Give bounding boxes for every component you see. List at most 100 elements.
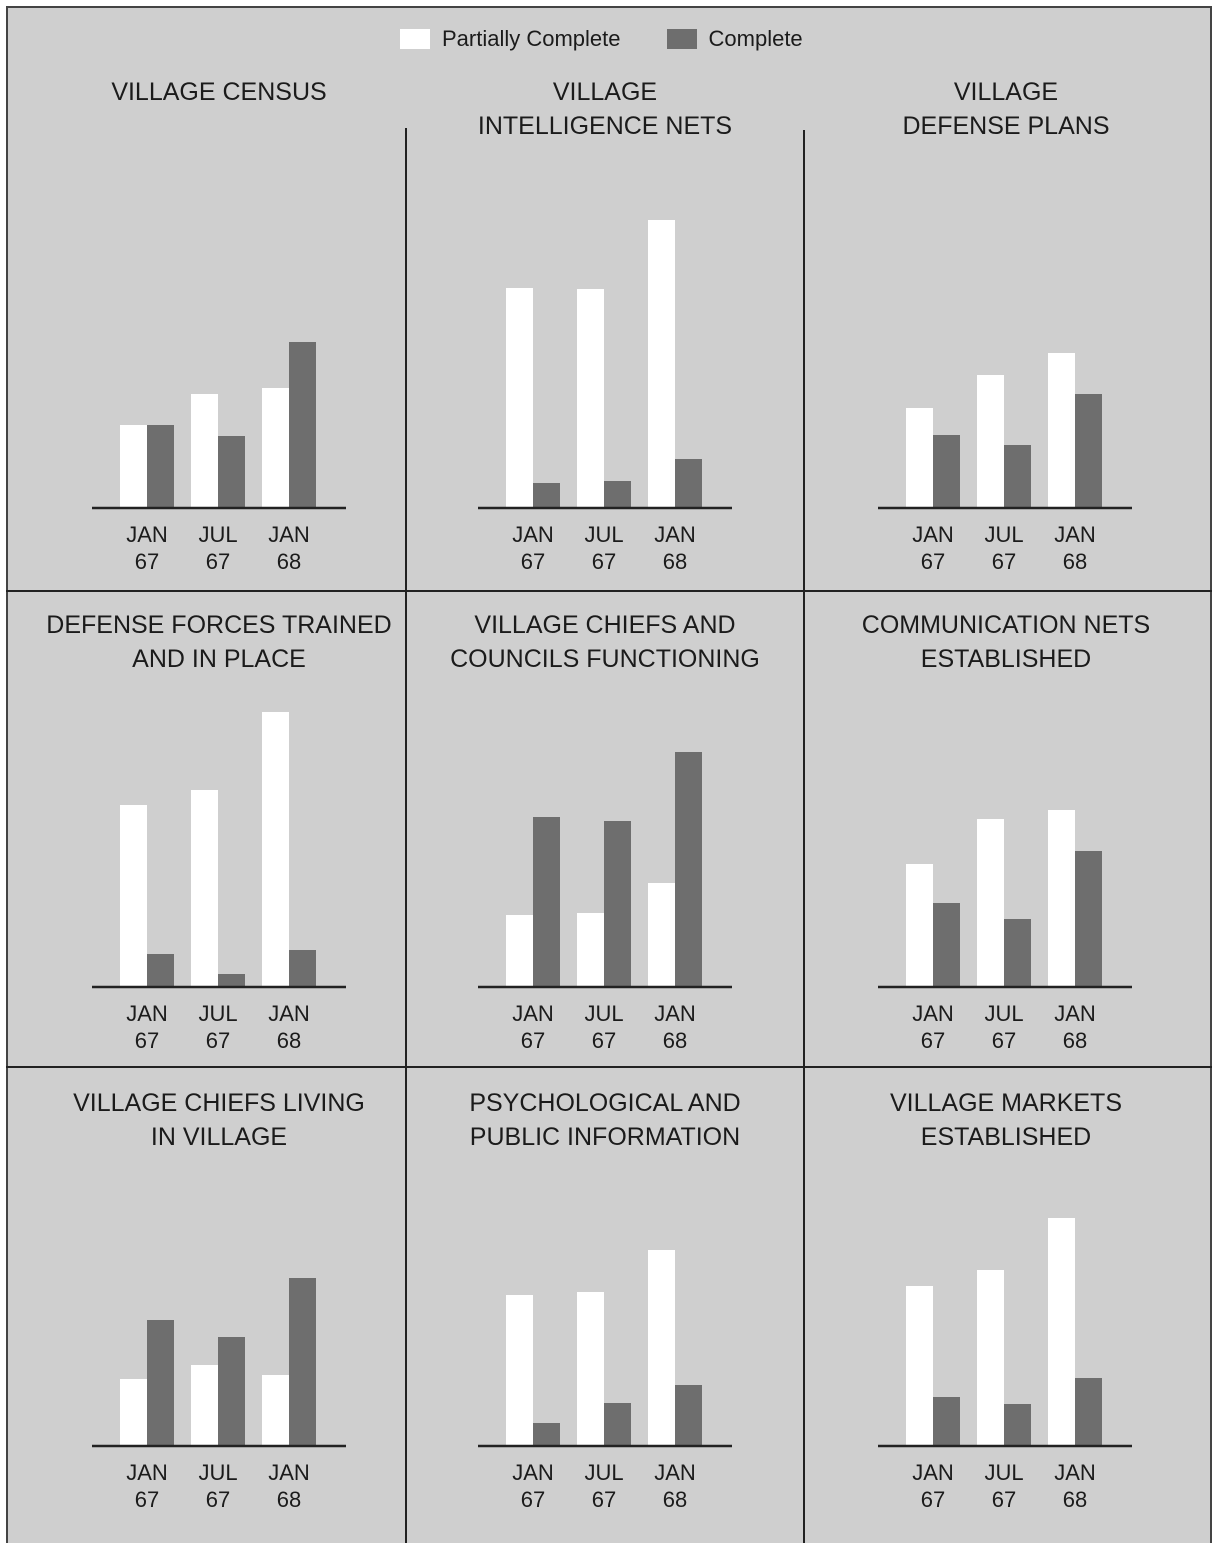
chart-9-bar-complete-3 — [1075, 1378, 1102, 1446]
chart-1-tick-label-3-1: JAN — [268, 522, 310, 547]
legend-item-partial: Partially Complete — [400, 26, 621, 52]
chart-1-bar-partial-3 — [262, 388, 289, 508]
chart-9-bar-complete-1 — [933, 1397, 960, 1446]
chart-7-tick-label-1-2: 67 — [135, 1487, 159, 1512]
figure-panel — [6, 6, 1212, 1543]
chart-9-tick-label-3-1: JAN — [1054, 1460, 1096, 1485]
chart-4-bar-partial-3 — [262, 712, 289, 987]
chart-4-tick-label-2-2: 67 — [206, 1028, 230, 1053]
chart-9-tick-label-3-2: 68 — [1063, 1487, 1087, 1512]
chart-2-bar-partial-3 — [648, 220, 675, 508]
chart-5-bar-complete-3 — [675, 752, 702, 987]
chart-8-bar-partial-2 — [577, 1292, 604, 1446]
legend-label-complete: Complete — [708, 26, 803, 51]
chart-2-tick-label-2-2: 67 — [592, 549, 616, 574]
chart-4-title-line-1: DEFENSE FORCES TRAINED — [46, 611, 391, 639]
chart-7-bar-partial-2 — [191, 1365, 218, 1446]
chart-4-tick-label-2-1: JUL — [198, 1001, 237, 1026]
chart-2-tick-label-2-1: JUL — [584, 522, 623, 547]
chart-9-tick-label-2-2: 67 — [992, 1487, 1016, 1512]
chart-6-bar-complete-3 — [1075, 851, 1102, 987]
chart-6-bar-partial-2 — [977, 819, 1004, 987]
chart-4-bar-complete-3 — [289, 950, 316, 987]
chart-3-tick-label-2-1: JUL — [984, 522, 1023, 547]
chart-9-bar-partial-1 — [906, 1286, 933, 1446]
chart-4-tick-label-3-2: 68 — [277, 1028, 301, 1053]
chart-3-tick-label-3-1: JAN — [1054, 522, 1096, 547]
chart-4-bar-partial-2 — [191, 790, 218, 987]
chart-5-bar-complete-1 — [533, 817, 560, 987]
chart-1-bar-complete-3 — [289, 342, 316, 508]
chart-3-title-line-2: DEFENSE PLANS — [902, 112, 1109, 140]
chart-4-tick-label-1-1: JAN — [126, 1001, 168, 1026]
chart-7-bar-partial-3 — [262, 1375, 289, 1446]
chart-1-bar-complete-2 — [218, 436, 245, 508]
chart-9-tick-label-1-1: JAN — [912, 1460, 954, 1485]
chart-1-bar-partial-2 — [191, 394, 218, 508]
legend-item-complete: Complete — [666, 26, 803, 52]
chart-7-title-line-2: IN VILLAGE — [151, 1123, 287, 1151]
chart-8-tick-label-3-1: JAN — [654, 1460, 696, 1485]
chart-9-bar-complete-2 — [1004, 1404, 1031, 1446]
chart-2-tick-label-1-2: 67 — [521, 549, 545, 574]
chart-1-tick-label-1-1: JAN — [126, 522, 168, 547]
chart-5-tick-label-1-2: 67 — [521, 1028, 545, 1053]
chart-5-tick-label-3-2: 68 — [663, 1028, 687, 1053]
chart-3-bar-partial-2 — [977, 375, 1004, 508]
chart-2-tick-label-3-1: JAN — [654, 522, 696, 547]
chart-3-tick-label-3-2: 68 — [1063, 549, 1087, 574]
chart-7-bar-complete-1 — [147, 1320, 174, 1446]
chart-6-tick-label-3-1: JAN — [1054, 1001, 1096, 1026]
chart-8-tick-label-2-1: JUL — [584, 1460, 623, 1485]
legend-swatch-complete — [666, 29, 697, 49]
chart-3-title-line-1: VILLAGE — [954, 78, 1058, 106]
chart-1-tick-label-2-1: JUL — [198, 522, 237, 547]
chart-2-tick-label-1-1: JAN — [512, 522, 554, 547]
chart-4-tick-label-1-2: 67 — [135, 1028, 159, 1053]
chart-7-tick-label-3-1: JAN — [268, 1460, 310, 1485]
chart-8-bar-partial-3 — [648, 1250, 675, 1446]
chart-8-title-line-1: PSYCHOLOGICAL AND — [469, 1089, 740, 1117]
chart-8-tick-label-3-2: 68 — [663, 1487, 687, 1512]
chart-2-title-line-1: VILLAGE — [553, 78, 657, 106]
chart-5-title-line-2: COUNCILS FUNCTIONING — [450, 645, 760, 673]
chart-5-tick-label-2-2: 67 — [592, 1028, 616, 1053]
chart-3-tick-label-2-2: 67 — [992, 549, 1016, 574]
chart-2-bar-complete-3 — [675, 459, 702, 508]
chart-7-bar-partial-1 — [120, 1379, 147, 1446]
chart-2-tick-label-3-2: 68 — [663, 549, 687, 574]
chart-1-tick-label-3-2: 68 — [277, 549, 301, 574]
chart-8-title-line-2: PUBLIC INFORMATION — [470, 1123, 740, 1151]
chart-2-bar-partial-2 — [577, 289, 604, 508]
chart-6-bar-partial-3 — [1048, 810, 1075, 987]
chart-6-title-line-2: ESTABLISHED — [921, 645, 1091, 673]
chart-5-title-line-1: VILLAGE CHIEFS AND — [474, 611, 735, 639]
chart-6-tick-label-3-2: 68 — [1063, 1028, 1087, 1053]
legend-swatch-partial — [400, 29, 430, 49]
chart-4-bar-complete-1 — [147, 954, 174, 987]
chart-7-title-line-1: VILLAGE CHIEFS LIVING — [73, 1089, 365, 1117]
chart-5-bar-partial-1 — [506, 915, 533, 987]
chart-5-bar-partial-2 — [577, 913, 604, 987]
chart-8-bar-complete-3 — [675, 1385, 702, 1446]
chart-9-bar-partial-2 — [977, 1270, 1004, 1446]
chart-9-title-line-2: ESTABLISHED — [921, 1123, 1091, 1151]
chart-4-bar-complete-2 — [218, 974, 245, 987]
chart-7-tick-label-2-1: JUL — [198, 1460, 237, 1485]
chart-7-tick-label-3-2: 68 — [277, 1487, 301, 1512]
chart-6-tick-label-2-1: JUL — [984, 1001, 1023, 1026]
chart-9-tick-label-2-1: JUL — [984, 1460, 1023, 1485]
chart-8-bar-complete-1 — [533, 1423, 560, 1446]
chart-1-bar-complete-1 — [147, 425, 174, 508]
chart-1-tick-label-1-2: 67 — [135, 549, 159, 574]
chart-9-bar-partial-3 — [1048, 1218, 1075, 1446]
chart-6-tick-label-1-2: 67 — [921, 1028, 945, 1053]
chart-5-tick-label-1-1: JAN — [512, 1001, 554, 1026]
chart-1-tick-label-2-2: 67 — [206, 549, 230, 574]
chart-8-tick-label-1-2: 67 — [521, 1487, 545, 1512]
chart-4-title-line-2: AND IN PLACE — [132, 645, 306, 673]
chart-6-tick-label-2-2: 67 — [992, 1028, 1016, 1053]
chart-1-title-line-1: VILLAGE CENSUS — [111, 78, 326, 106]
chart-8-tick-label-1-1: JAN — [512, 1460, 554, 1485]
